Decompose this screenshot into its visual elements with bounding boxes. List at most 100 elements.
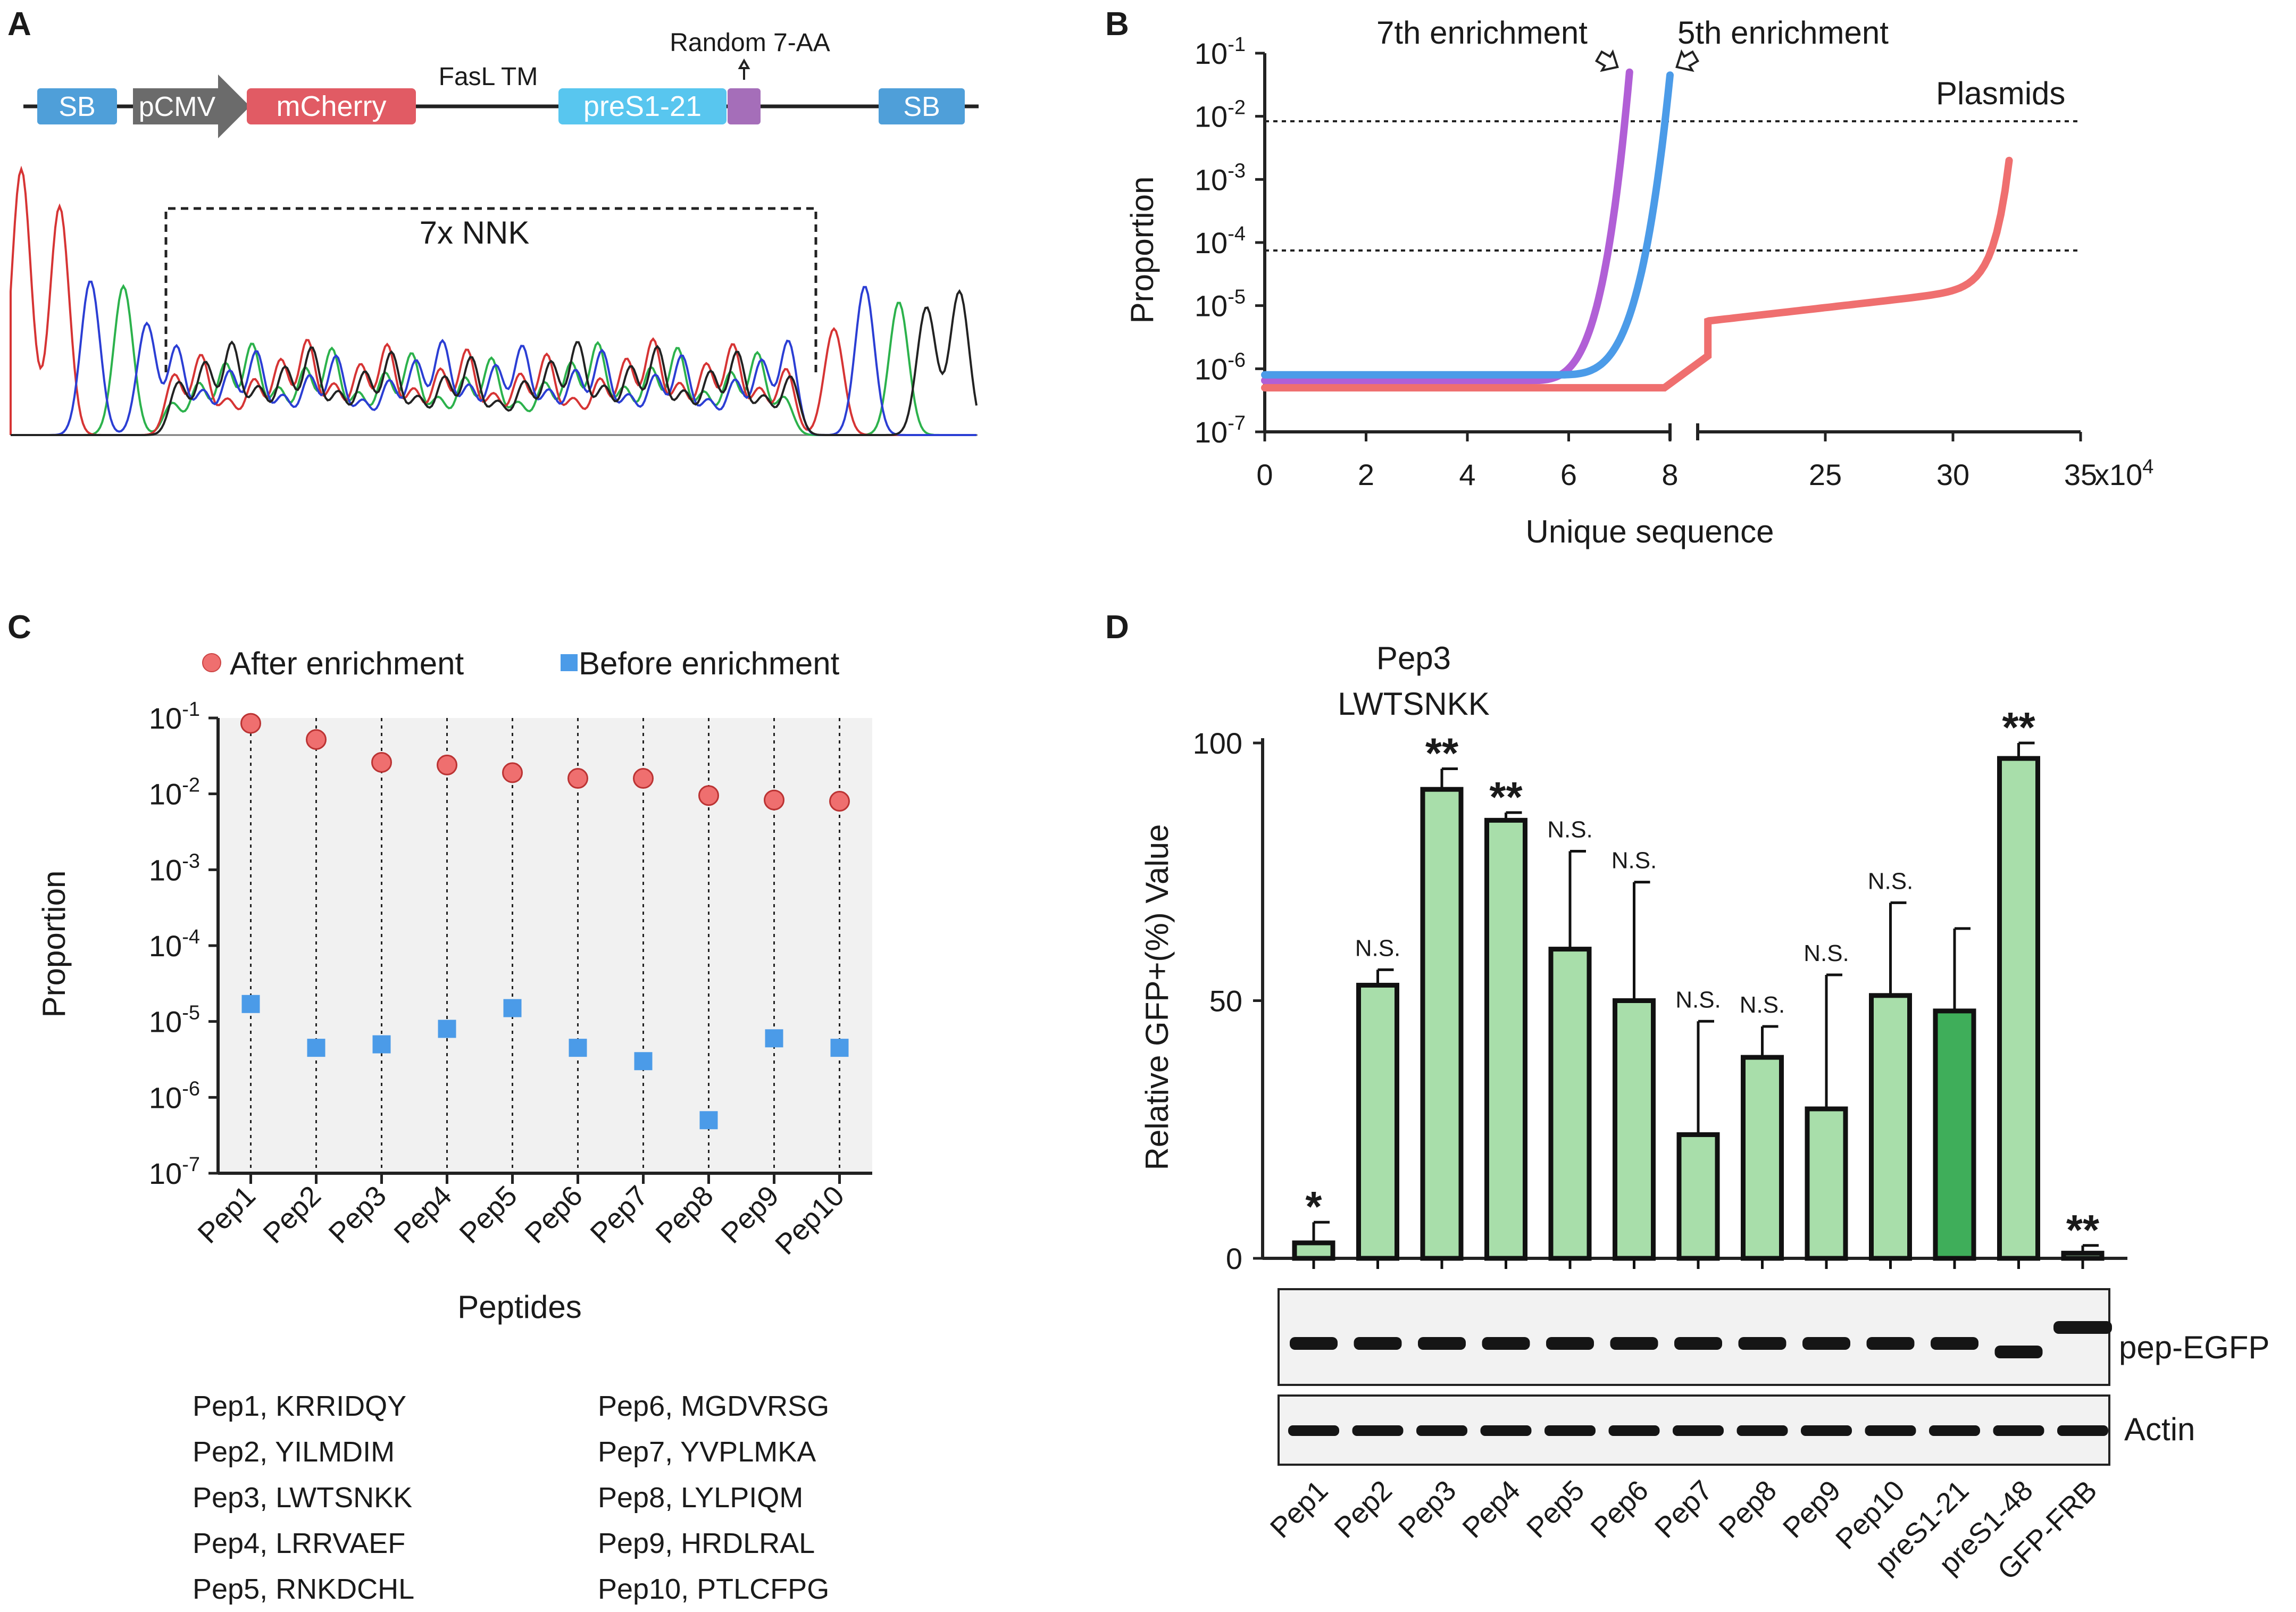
annotation-5th: 5th enrichment: [1677, 15, 1889, 51]
after-marker-pep5: [502, 762, 523, 783]
panel-d-label: D: [1105, 609, 1129, 646]
significance-pep6: N.S.: [1612, 848, 1657, 874]
before-marker-pep8: [699, 1111, 718, 1130]
plot-c-background: [218, 718, 872, 1173]
peptide-list-item: Pep10, PTLCFPG: [598, 1573, 829, 1605]
d-xtick-label: Pep8: [1713, 1474, 1783, 1544]
blot-band-egfp: [1994, 1346, 2043, 1358]
peptide-list-item: Pep5, RNKDCHL: [193, 1573, 414, 1605]
blot-label-actin: Actin: [2124, 1411, 2195, 1447]
before-marker-pep2: [307, 1039, 325, 1057]
c-xtick-label: Pep7: [584, 1180, 654, 1250]
blot-band-actin: [1736, 1425, 1788, 1436]
peptide-list-item: Pep8, LYLPIQM: [598, 1482, 803, 1514]
b-ytick-label: 10-3: [1195, 160, 1246, 196]
nnk-label: 7x NNK: [420, 215, 530, 250]
random-arrow-icon: [738, 58, 750, 80]
blot-band-egfp: [1802, 1337, 1850, 1350]
before-marker-pep9: [765, 1029, 783, 1048]
significance-pep1: *: [1305, 1183, 1322, 1230]
legend-after-marker: [202, 653, 221, 672]
peptide-list-item: Pep3, LWTSNKK: [193, 1482, 412, 1514]
blot-band-actin: [1544, 1425, 1596, 1436]
significance-pep7: N.S.: [1675, 987, 1721, 1013]
bar-pres1-48: [1997, 756, 2040, 1261]
bar-pep10: [1869, 993, 1912, 1261]
blot-band-egfp: [1290, 1337, 1338, 1350]
blot-band-egfp: [1354, 1337, 1402, 1350]
d-xtick-label: Pep3: [1392, 1474, 1463, 1544]
blot-band-egfp: [1738, 1337, 1786, 1350]
c-ytick-label: 10-6: [149, 1078, 200, 1114]
peptide-list-item: Pep4, LRRVAEF: [193, 1527, 405, 1559]
panel-c-xlabel: Peptides: [457, 1289, 582, 1325]
c-ytick-label: 10-5: [149, 1002, 200, 1039]
c-xtick-label: Pep8: [649, 1180, 720, 1250]
blot-band-egfp: [1610, 1337, 1658, 1350]
significance-pep5: N.S.: [1547, 816, 1593, 842]
d-ytick-label: 50: [1209, 984, 1242, 1018]
d-ytick-label: 100: [1193, 726, 1242, 760]
d-xtick-label: Pep7: [1649, 1474, 1719, 1544]
significance-pep9: N.S.: [1804, 940, 1849, 966]
significance-pres1-48: **: [2002, 704, 2035, 751]
bar-pep3: [1420, 787, 1464, 1261]
d-xtick-label: Pep6: [1584, 1474, 1655, 1544]
pres1-box: [558, 88, 727, 124]
panel-b-ylabel: Proportion: [1124, 177, 1160, 324]
pres1-label: preS1-21: [583, 90, 702, 122]
c-ytick-label: 10-3: [149, 850, 200, 887]
b-ytick-label: 10-2: [1195, 97, 1246, 133]
sb-right-box: [879, 88, 965, 124]
after-marker-pep8: [698, 785, 719, 806]
c-ytick-label: 10-7: [149, 1154, 200, 1190]
b-xtick-label: 2: [1358, 458, 1374, 491]
blot-band-actin: [1416, 1425, 1467, 1436]
bar-gfp-frb: [2061, 1250, 2105, 1261]
d-ytick-label: 0: [1226, 1242, 1242, 1275]
pcmv-label: pCMV: [139, 91, 216, 122]
annotation-plasmids: Plasmids: [1936, 76, 2065, 111]
sequencing-trace: [10, 165, 978, 436]
panel-c: C After enrichment Before enrichment Pro…: [7, 609, 872, 1605]
peptide-list-item: Pep1, KRRIDQY: [193, 1390, 406, 1422]
c-xtick-label: Pep2: [257, 1180, 327, 1250]
mcherry-label: mCherry: [276, 90, 386, 122]
blot-band-actin: [1865, 1425, 1916, 1436]
significance-pep3: **: [1425, 729, 1459, 776]
blot-band-actin: [1673, 1425, 1724, 1436]
sb-left-box: [37, 88, 117, 124]
significance-pep8: N.S.: [1740, 992, 1785, 1018]
annotation-7th: 7th enrichment: [1376, 15, 1588, 51]
blot-band-egfp: [1866, 1337, 1915, 1350]
panel-c-ylabel: Proportion: [36, 871, 72, 1018]
panel-c-label: C: [7, 609, 31, 646]
panel-b: B Proportion 10-1 10-2 10-3 10-4 10-5 10-6 10-…: [1105, 6, 2153, 549]
b-xtick-label: 4: [1459, 458, 1475, 491]
b-ytick-label: 10-5: [1195, 286, 1246, 323]
after-marker-pep10: [829, 790, 850, 812]
d-xtick-label: Pep2: [1328, 1474, 1398, 1544]
arrow-5th-icon: [1675, 49, 1700, 72]
highlight-pep3-name: Pep3: [1376, 640, 1451, 676]
c-ytick-label: 10-1: [149, 698, 200, 735]
after-marker-pep4: [437, 754, 457, 775]
before-marker-pep5: [503, 999, 522, 1017]
after-marker-pep9: [764, 789, 784, 811]
b-xtick-label: 8: [1662, 458, 1678, 491]
blot-band-actin: [1480, 1425, 1532, 1436]
highlight-pep3-seq: LWTSNKK: [1338, 686, 1490, 722]
b-xtick-label: 0: [1256, 458, 1273, 491]
peptide-list-item: Pep2, YILMDIM: [193, 1436, 395, 1468]
after-marker-pep7: [633, 768, 654, 789]
before-marker-pep3: [372, 1035, 391, 1054]
c-xtick-label: Pep10: [769, 1180, 850, 1261]
bar-pep5: [1548, 947, 1592, 1261]
blot-band-actin: [1993, 1425, 2044, 1436]
panel-d-ylabel: Relative GFP+(%) Value: [1139, 824, 1175, 1171]
bar-pep7: [1676, 1132, 1720, 1261]
fasl-label: FasL TM: [439, 63, 538, 91]
b-ytick-label: 10-6: [1195, 349, 1246, 386]
before-marker-pep6: [569, 1039, 587, 1057]
